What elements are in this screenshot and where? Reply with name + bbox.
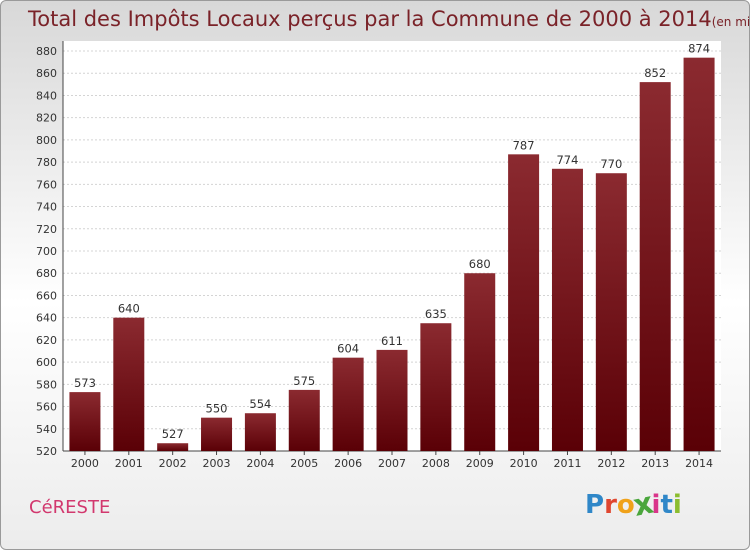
logo-letter: r (604, 490, 617, 520)
x-tick-label: 2003 (203, 457, 231, 470)
bar (288, 389, 320, 451)
bar-value-label: 575 (293, 374, 315, 388)
x-tick-label: 2008 (422, 457, 450, 470)
bar (420, 323, 452, 451)
bar-value-label: 774 (556, 153, 578, 167)
bar-value-label: 635 (425, 307, 447, 321)
y-tick-label: 620 (36, 334, 57, 347)
x-tick-label: 2005 (290, 457, 318, 470)
bar (595, 173, 627, 451)
x-tick-label: 2012 (597, 457, 625, 470)
bar-value-label: 680 (469, 257, 491, 271)
bar-value-label: 874 (688, 42, 710, 56)
x-tick-label: 2000 (71, 457, 99, 470)
chart-title-text: Total des Impôts Locaux perçus par la Co… (28, 7, 712, 31)
y-tick-label: 640 (36, 312, 57, 325)
chart-unit-label: (en milliers d'€) (711, 15, 750, 29)
y-tick-label: 660 (36, 289, 57, 302)
x-tick-label: 2009 (466, 457, 494, 470)
y-tick-label: 520 (36, 445, 57, 458)
bar (508, 154, 540, 452)
bar (244, 413, 276, 451)
logo-letter: i (672, 490, 682, 520)
logo-letter: i (651, 490, 661, 520)
y-tick-label: 540 (36, 423, 57, 436)
bar-value-label: 527 (162, 427, 184, 441)
x-tick-label: 2013 (641, 457, 669, 470)
proxiti-logo: Proxiti (585, 486, 682, 524)
bar-value-label: 611 (381, 334, 403, 348)
bar-value-label: 640 (118, 302, 140, 316)
bar (113, 317, 145, 451)
y-tick-label: 740 (36, 201, 57, 214)
y-tick-label: 880 (36, 45, 57, 58)
bar-value-label: 550 (206, 402, 228, 416)
y-tick-label: 720 (36, 223, 57, 236)
y-tick-label: 800 (36, 134, 57, 147)
bar (332, 357, 364, 451)
logo-letter: t (660, 490, 673, 520)
bar (157, 443, 189, 451)
x-tick-label: 2001 (115, 457, 143, 470)
commune-name: CéRESTE (29, 497, 111, 518)
y-tick-label: 840 (36, 89, 57, 102)
x-tick-label: 2004 (246, 457, 274, 470)
x-tick-label: 2010 (510, 457, 538, 470)
bar (551, 168, 583, 451)
y-tick-label: 780 (36, 156, 57, 169)
y-tick-label: 860 (36, 67, 57, 80)
bar-value-label: 852 (644, 66, 666, 80)
bar (464, 273, 496, 451)
x-tick-label: 2006 (334, 457, 362, 470)
y-tick-label: 600 (36, 356, 57, 369)
logo-letter: o (616, 490, 635, 520)
chart-title: Total des Impôts Locaux perçus par la Co… (28, 7, 750, 31)
y-tick-label: 680 (36, 267, 57, 280)
bar (639, 82, 671, 451)
x-tick-label: 2002 (159, 457, 187, 470)
x-tick-label: 2011 (553, 457, 581, 470)
bar (69, 392, 101, 451)
bar (683, 57, 715, 452)
logo-letter: P (585, 490, 605, 520)
bar-value-label: 787 (513, 138, 535, 152)
bar-value-label: 770 (600, 157, 622, 171)
bar (201, 417, 233, 451)
y-tick-label: 700 (36, 245, 57, 258)
x-tick-label: 2014 (685, 457, 713, 470)
x-tick-label: 2007 (378, 457, 406, 470)
y-tick-label: 820 (36, 112, 57, 125)
y-tick-label: 760 (36, 178, 57, 191)
bar-value-label: 604 (337, 342, 359, 356)
bar (376, 349, 408, 451)
bar-value-label: 573 (74, 376, 96, 390)
y-tick-label: 580 (36, 378, 57, 391)
y-tick-label: 560 (36, 401, 57, 414)
bar-value-label: 554 (249, 397, 271, 411)
